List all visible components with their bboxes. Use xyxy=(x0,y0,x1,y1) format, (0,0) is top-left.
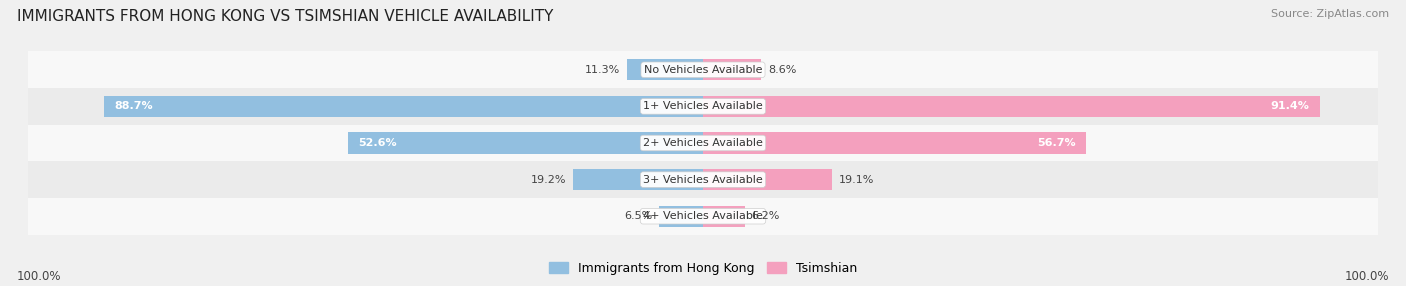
Text: 6.5%: 6.5% xyxy=(624,211,652,221)
Bar xyxy=(703,132,1085,154)
Text: 100.0%: 100.0% xyxy=(1344,270,1389,283)
Text: 4+ Vehicles Available: 4+ Vehicles Available xyxy=(643,211,763,221)
Text: 88.7%: 88.7% xyxy=(114,102,153,111)
Bar xyxy=(28,161,1378,198)
Text: 19.2%: 19.2% xyxy=(531,175,567,184)
Text: 52.6%: 52.6% xyxy=(359,138,396,148)
Legend: Immigrants from Hong Kong, Tsimshian: Immigrants from Hong Kong, Tsimshian xyxy=(544,257,862,280)
Text: 3+ Vehicles Available: 3+ Vehicles Available xyxy=(643,175,763,184)
Text: 11.3%: 11.3% xyxy=(585,65,620,75)
Bar xyxy=(703,96,1320,117)
Bar xyxy=(28,88,1378,125)
Bar xyxy=(627,59,703,80)
Bar xyxy=(703,169,832,190)
Text: 6.2%: 6.2% xyxy=(752,211,780,221)
Bar xyxy=(104,96,703,117)
Text: No Vehicles Available: No Vehicles Available xyxy=(644,65,762,75)
Bar xyxy=(28,125,1378,161)
Text: Source: ZipAtlas.com: Source: ZipAtlas.com xyxy=(1271,9,1389,19)
Bar xyxy=(28,198,1378,235)
Bar xyxy=(574,169,703,190)
Bar xyxy=(349,132,703,154)
Text: 56.7%: 56.7% xyxy=(1036,138,1076,148)
Text: IMMIGRANTS FROM HONG KONG VS TSIMSHIAN VEHICLE AVAILABILITY: IMMIGRANTS FROM HONG KONG VS TSIMSHIAN V… xyxy=(17,9,553,23)
Text: 100.0%: 100.0% xyxy=(17,270,62,283)
Bar xyxy=(659,206,703,227)
Bar xyxy=(703,59,761,80)
Text: 1+ Vehicles Available: 1+ Vehicles Available xyxy=(643,102,763,111)
Text: 19.1%: 19.1% xyxy=(838,175,875,184)
Text: 8.6%: 8.6% xyxy=(768,65,796,75)
Text: 2+ Vehicles Available: 2+ Vehicles Available xyxy=(643,138,763,148)
Bar xyxy=(703,206,745,227)
Text: 91.4%: 91.4% xyxy=(1271,102,1310,111)
Bar xyxy=(28,51,1378,88)
